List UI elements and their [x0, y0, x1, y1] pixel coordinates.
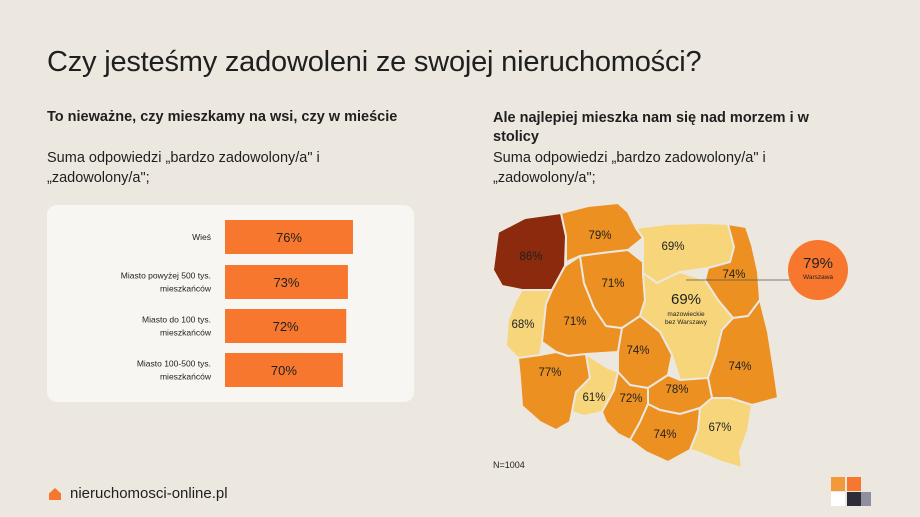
- region-note-label: bez Warszawy: [665, 319, 708, 326]
- region-value-label: 69%: [671, 291, 701, 308]
- warszawa-callout-name: Warszawa: [803, 274, 833, 281]
- category-label: mieszkańców: [160, 284, 212, 294]
- region-value-label: 78%: [665, 384, 688, 396]
- category-label: Wieś: [192, 232, 211, 242]
- bar: [225, 220, 353, 254]
- region-value-label: 74%: [728, 361, 751, 373]
- bar-chart-subtitle: Suma odpowiedzi „bardzo zadowolony/a" i …: [47, 150, 320, 186]
- warszawa-callout-circle: [788, 240, 848, 300]
- footer-site[interactable]: nieruchomosci-online.pl: [70, 485, 228, 502]
- region-pomorskie: [560, 202, 644, 263]
- region-value-label: 77%: [538, 367, 561, 379]
- bar: [225, 265, 348, 299]
- bar-value-label: 73%: [273, 275, 299, 290]
- house-icon: [49, 487, 61, 500]
- region-value-label: 71%: [563, 316, 586, 328]
- region-value-label: 72%: [619, 393, 642, 405]
- region-value-label: 69%: [661, 241, 684, 253]
- bar: [225, 309, 347, 343]
- bar-value-label: 76%: [276, 230, 302, 245]
- bar-chart-title: To nieważne, czy mieszkamy na wsi, czy w…: [47, 109, 398, 125]
- region-value-label: 79%: [588, 230, 611, 242]
- bar-value-label: 70%: [271, 363, 297, 378]
- region-opolskie: [571, 353, 619, 417]
- footer: nieruchomosci-online.pl: [48, 485, 228, 502]
- region-value-label: 86%: [519, 251, 542, 263]
- category-label: Miasto do 100 tys.: [142, 315, 211, 325]
- category-label: mieszkańców: [160, 372, 212, 382]
- map-subtitle: Suma odpowiedzi „bardzo zadowolony/a" i …: [493, 150, 766, 186]
- warszawa-callout-value: 79%: [803, 255, 833, 272]
- region-value-label: 61%: [582, 392, 605, 404]
- category-label: Miasto powyżej 500 tys.: [121, 271, 211, 281]
- region-value-label: 67%: [708, 422, 731, 434]
- region-value-label: 71%: [601, 278, 624, 290]
- sample-size: N=1004: [493, 460, 525, 470]
- region-value-label: 74%: [722, 269, 745, 281]
- region-value-label: 68%: [511, 319, 534, 331]
- bar-value-label: 72%: [273, 319, 299, 334]
- region-podkarpackie: [689, 397, 753, 469]
- region-value-label: 74%: [626, 345, 649, 357]
- region-value-label: 74%: [653, 429, 676, 441]
- region-note-label: mazowieckie: [667, 311, 705, 318]
- category-label: mieszkańców: [160, 328, 212, 338]
- page-title: Czy jesteśmy zadowoleni ze swojej nieruc…: [47, 46, 702, 78]
- bar: [225, 353, 343, 387]
- map-title: Ale najlepiej mieszka nam się nad morzem…: [493, 110, 809, 145]
- category-label: Miasto 100-500 tys.: [137, 359, 211, 369]
